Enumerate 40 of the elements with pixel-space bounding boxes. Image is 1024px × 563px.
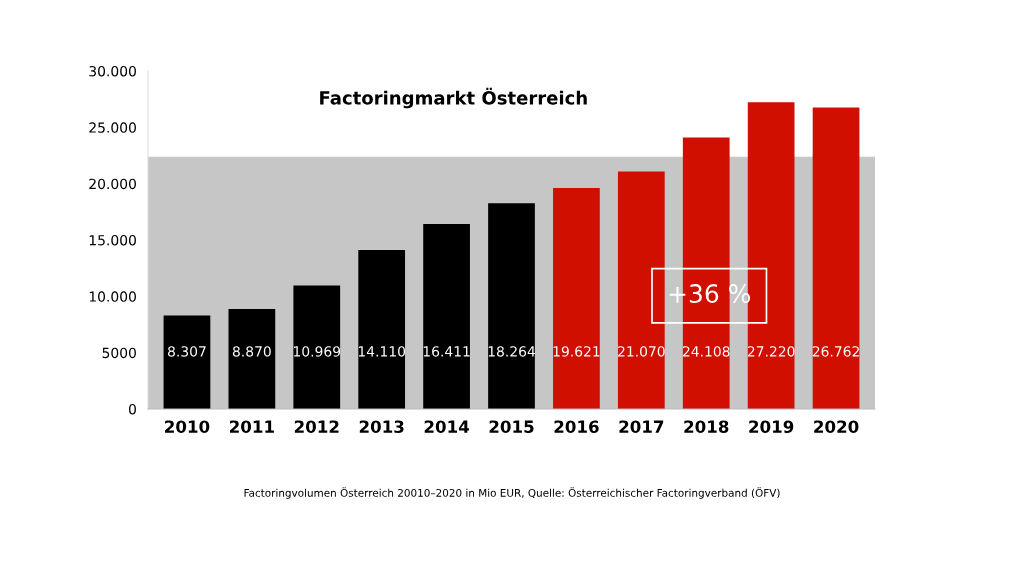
data-label: 8.307 (168, 346, 206, 357)
data-label: 26.762 (812, 346, 859, 357)
x-tick-label: 2018 (684, 420, 729, 434)
y-tick-label: 25.000 (89, 122, 136, 133)
x-tick-label: 2016 (554, 420, 599, 434)
x-tick-label: 2020 (814, 420, 859, 434)
data-label: 10.969 (293, 346, 341, 357)
x-tick-label: 2013 (359, 420, 404, 434)
bar (293, 285, 341, 409)
data-label: 16.411 (423, 346, 470, 357)
bar (617, 171, 665, 409)
bar (423, 224, 470, 409)
y-tick-label: 5000 (102, 347, 136, 359)
x-tick-label: 2017 (619, 420, 664, 434)
data-label: 27.220 (747, 346, 795, 357)
bar (553, 187, 600, 409)
bar (358, 250, 406, 409)
y-tick-label: 10.000 (89, 291, 136, 302)
text: Factoringmarkt Österreich (320, 87, 587, 109)
data-label: 19.621 (553, 346, 600, 357)
data-label: 24.108 (682, 346, 730, 357)
bar (488, 203, 535, 409)
x-tick-label: 2012 (294, 420, 339, 434)
y-tick-label: 15.000 (89, 234, 136, 246)
data-label: 8.870 (232, 346, 271, 357)
bar (812, 107, 860, 409)
x-tick-label: 2010 (165, 420, 210, 434)
x-tick-label: 2015 (489, 420, 534, 434)
y-tick-label: 20.000 (89, 178, 136, 190)
x-tick-label: 2011 (229, 420, 274, 434)
bar (228, 309, 276, 409)
data-label: 14.110 (358, 346, 406, 357)
y-tick-label: 30.000 (89, 65, 136, 77)
bar (163, 315, 211, 409)
data-label: 18.264 (488, 346, 536, 357)
x-tick-label: 2014 (424, 420, 470, 434)
data-label: 21.070 (618, 346, 665, 357)
text: Factoringvolumen Österreich 20010–2020 in Mio EUR, Quelle: Österreichischer Factoringverband (ÖFV) (244, 487, 780, 499)
x-tick-label: 2019 (749, 420, 794, 434)
y-tick-label: 0 (128, 403, 136, 415)
